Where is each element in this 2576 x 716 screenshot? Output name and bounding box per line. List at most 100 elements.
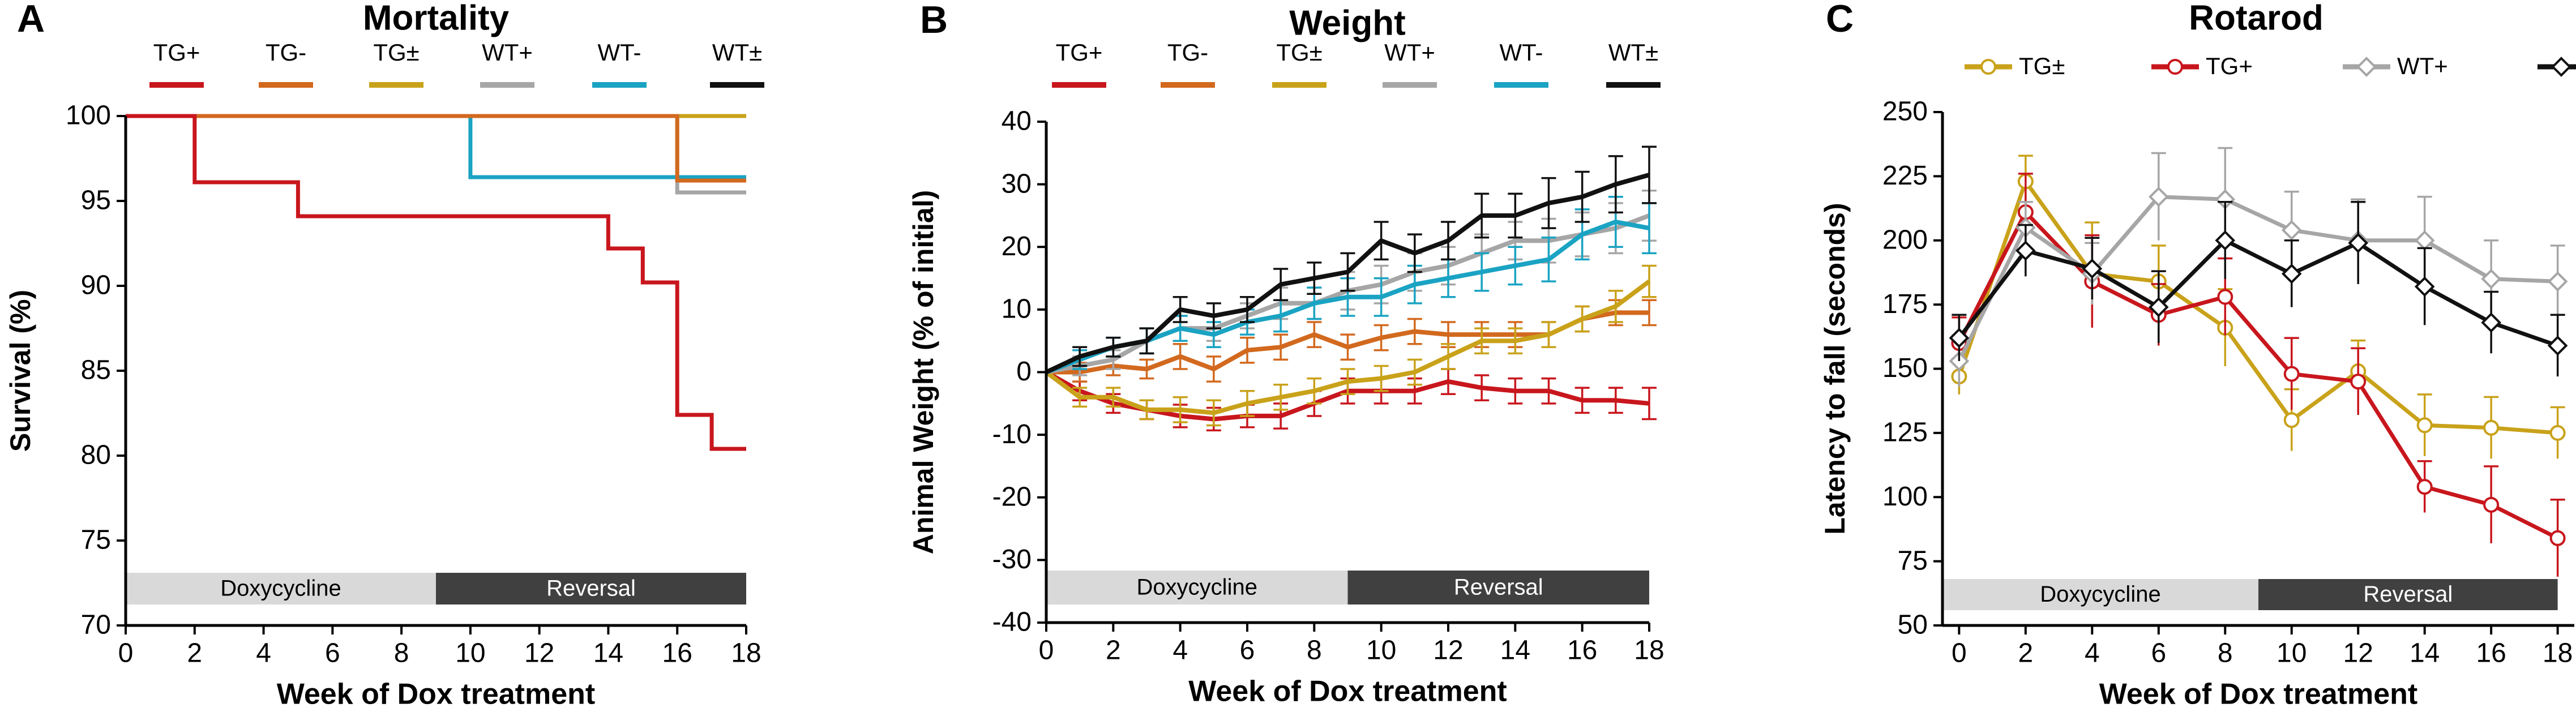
- y-tick-label: 75: [81, 525, 111, 555]
- x-tick-label: 18: [731, 638, 761, 668]
- data-point-circle: [2350, 374, 2367, 390]
- x-tick-label: 8: [1307, 636, 1322, 666]
- legend-label: WT-: [1500, 39, 1543, 66]
- series-wt-pm: [1045, 173, 1650, 375]
- x-tick-label: 12: [2343, 638, 2373, 668]
- y-tick-label: -40: [992, 607, 1032, 637]
- x-axis-label: Week of Dox treatment: [277, 678, 596, 711]
- chart-panel-b: B Weight Doxycycline Reversal TG+ TG- TG± WT+ WT…: [908, 0, 1664, 708]
- x-tick-label: 6: [2151, 638, 2166, 668]
- band-reversal: [2258, 579, 2558, 610]
- x-tick-label: 8: [2218, 638, 2233, 668]
- x-tick-label: 16: [2476, 638, 2506, 668]
- legend-label: WT+: [1384, 39, 1435, 66]
- x-tick-label: 14: [593, 638, 623, 668]
- band-label: Reversal: [1454, 575, 1543, 600]
- band-label: Doxycycline: [1137, 575, 1257, 600]
- data-point-diamond: [2215, 230, 2236, 251]
- data-point-diamond: [2281, 263, 2302, 284]
- y-tick-label: 100: [1882, 482, 1928, 512]
- data-point-circle: [2167, 59, 2183, 75]
- data-point-circle: [2217, 289, 2233, 305]
- legend-label: TG+: [1056, 39, 1103, 66]
- y-axis-label: Animal Weight (% of initial): [908, 190, 939, 555]
- x-tick-label: 16: [1567, 636, 1597, 666]
- chart-title: Rotarod: [2189, 0, 2323, 37]
- data-point-diamond: [2148, 297, 2169, 318]
- band-reversal: [1347, 571, 1649, 604]
- panel-letter: B: [920, 0, 948, 41]
- y-tick-label: 10: [1002, 294, 1032, 324]
- x-axis-label: Week of Dox treatment: [2099, 678, 2418, 711]
- x-tick-label: 12: [1433, 636, 1463, 666]
- legend-label: TG+: [153, 39, 200, 66]
- data-point-circle: [2283, 412, 2300, 428]
- y-tick-label: 0: [1016, 357, 1032, 387]
- legend-label: TG±: [373, 39, 419, 66]
- series-wt-plus: [1957, 195, 2558, 362]
- x-tick-label: 18: [1634, 636, 1664, 666]
- x-tick-label: 10: [455, 638, 485, 668]
- legend-label: WT+: [482, 39, 533, 66]
- x-tick-label: 4: [2085, 638, 2100, 668]
- x-tick-label: 4: [1173, 636, 1188, 666]
- data-point-diamond: [2414, 230, 2435, 251]
- y-axis-label: Survival (%): [5, 290, 36, 452]
- band-reversal: [436, 573, 746, 604]
- data-point-circle: [1980, 59, 1996, 75]
- y-tick-label: 75: [1898, 546, 1928, 576]
- y-axis-label: Latency to fall (seconds): [1819, 203, 1851, 534]
- band-label: Doxycycline: [220, 576, 341, 601]
- x-tick-label: 0: [118, 638, 134, 668]
- data-point-diamond: [2481, 312, 2501, 333]
- x-tick-label: 14: [2410, 638, 2440, 668]
- legend-label: TG±: [1276, 39, 1322, 66]
- x-axis-label: Week of Dox treatment: [1188, 675, 1507, 708]
- legend-label: TG+: [2206, 53, 2253, 79]
- legend-label: TG-: [266, 39, 306, 66]
- chart-panel-a: A Mortality Doxycycline Reversal TG+ TG- TG± WT…: [5, 0, 764, 711]
- data-point-circle: [2549, 425, 2566, 441]
- x-tick-label: 4: [256, 638, 271, 668]
- data-point-diamond: [2356, 57, 2377, 77]
- band-label: Reversal: [2363, 582, 2453, 607]
- legend-label: WT±: [712, 39, 762, 66]
- panel-letter: A: [17, 0, 45, 40]
- band-doxycycline: [1046, 571, 1348, 604]
- band-doxycycline: [1942, 579, 2258, 610]
- x-tick-label: 6: [1240, 636, 1255, 666]
- data-point-diamond: [2547, 335, 2568, 356]
- y-tick-label: 125: [1882, 418, 1928, 448]
- data-point-diamond: [2551, 57, 2571, 77]
- chart-panel-c: CRotarodDoxycyclineReversalTG±TG+WT+WT±5…: [1819, 0, 2576, 711]
- series-tg-plus: [1957, 210, 2559, 540]
- y-tick-label: 250: [1882, 97, 1928, 127]
- data-point-circle: [2416, 479, 2433, 495]
- band-label: Doxycycline: [2040, 582, 2160, 607]
- series-tg-minus: [126, 114, 746, 183]
- legend-label: WT±: [1608, 39, 1658, 66]
- data-point-diamond: [2414, 276, 2435, 297]
- data-point-diamond: [2082, 258, 2103, 279]
- data-point-diamond: [2547, 271, 2568, 292]
- x-tick-label: 8: [394, 638, 409, 668]
- y-tick-label: 30: [1002, 169, 1032, 199]
- y-tick-label: 200: [1882, 225, 1928, 255]
- y-tick-label: 20: [1002, 231, 1032, 261]
- y-tick-label: 90: [81, 271, 111, 301]
- legend-label: TG±: [2019, 53, 2065, 79]
- x-tick-label: 16: [662, 638, 692, 668]
- series-wt-minus: [126, 114, 746, 179]
- y-tick-label: 50: [1898, 610, 1928, 640]
- series-tg-pm: [1957, 179, 2558, 435]
- data-point-circle: [2483, 496, 2500, 513]
- x-tick-label: 10: [1366, 636, 1396, 666]
- data-point-diamond: [2148, 186, 2169, 207]
- y-tick-label: 40: [1002, 106, 1032, 136]
- chart-title: Mortality: [363, 0, 510, 37]
- y-tick-label: 80: [81, 440, 111, 470]
- y-tick-label: 95: [81, 186, 111, 216]
- series-wt-pm: [1957, 238, 2558, 348]
- band-doxycycline: [126, 573, 436, 604]
- x-tick-label: 12: [524, 638, 554, 668]
